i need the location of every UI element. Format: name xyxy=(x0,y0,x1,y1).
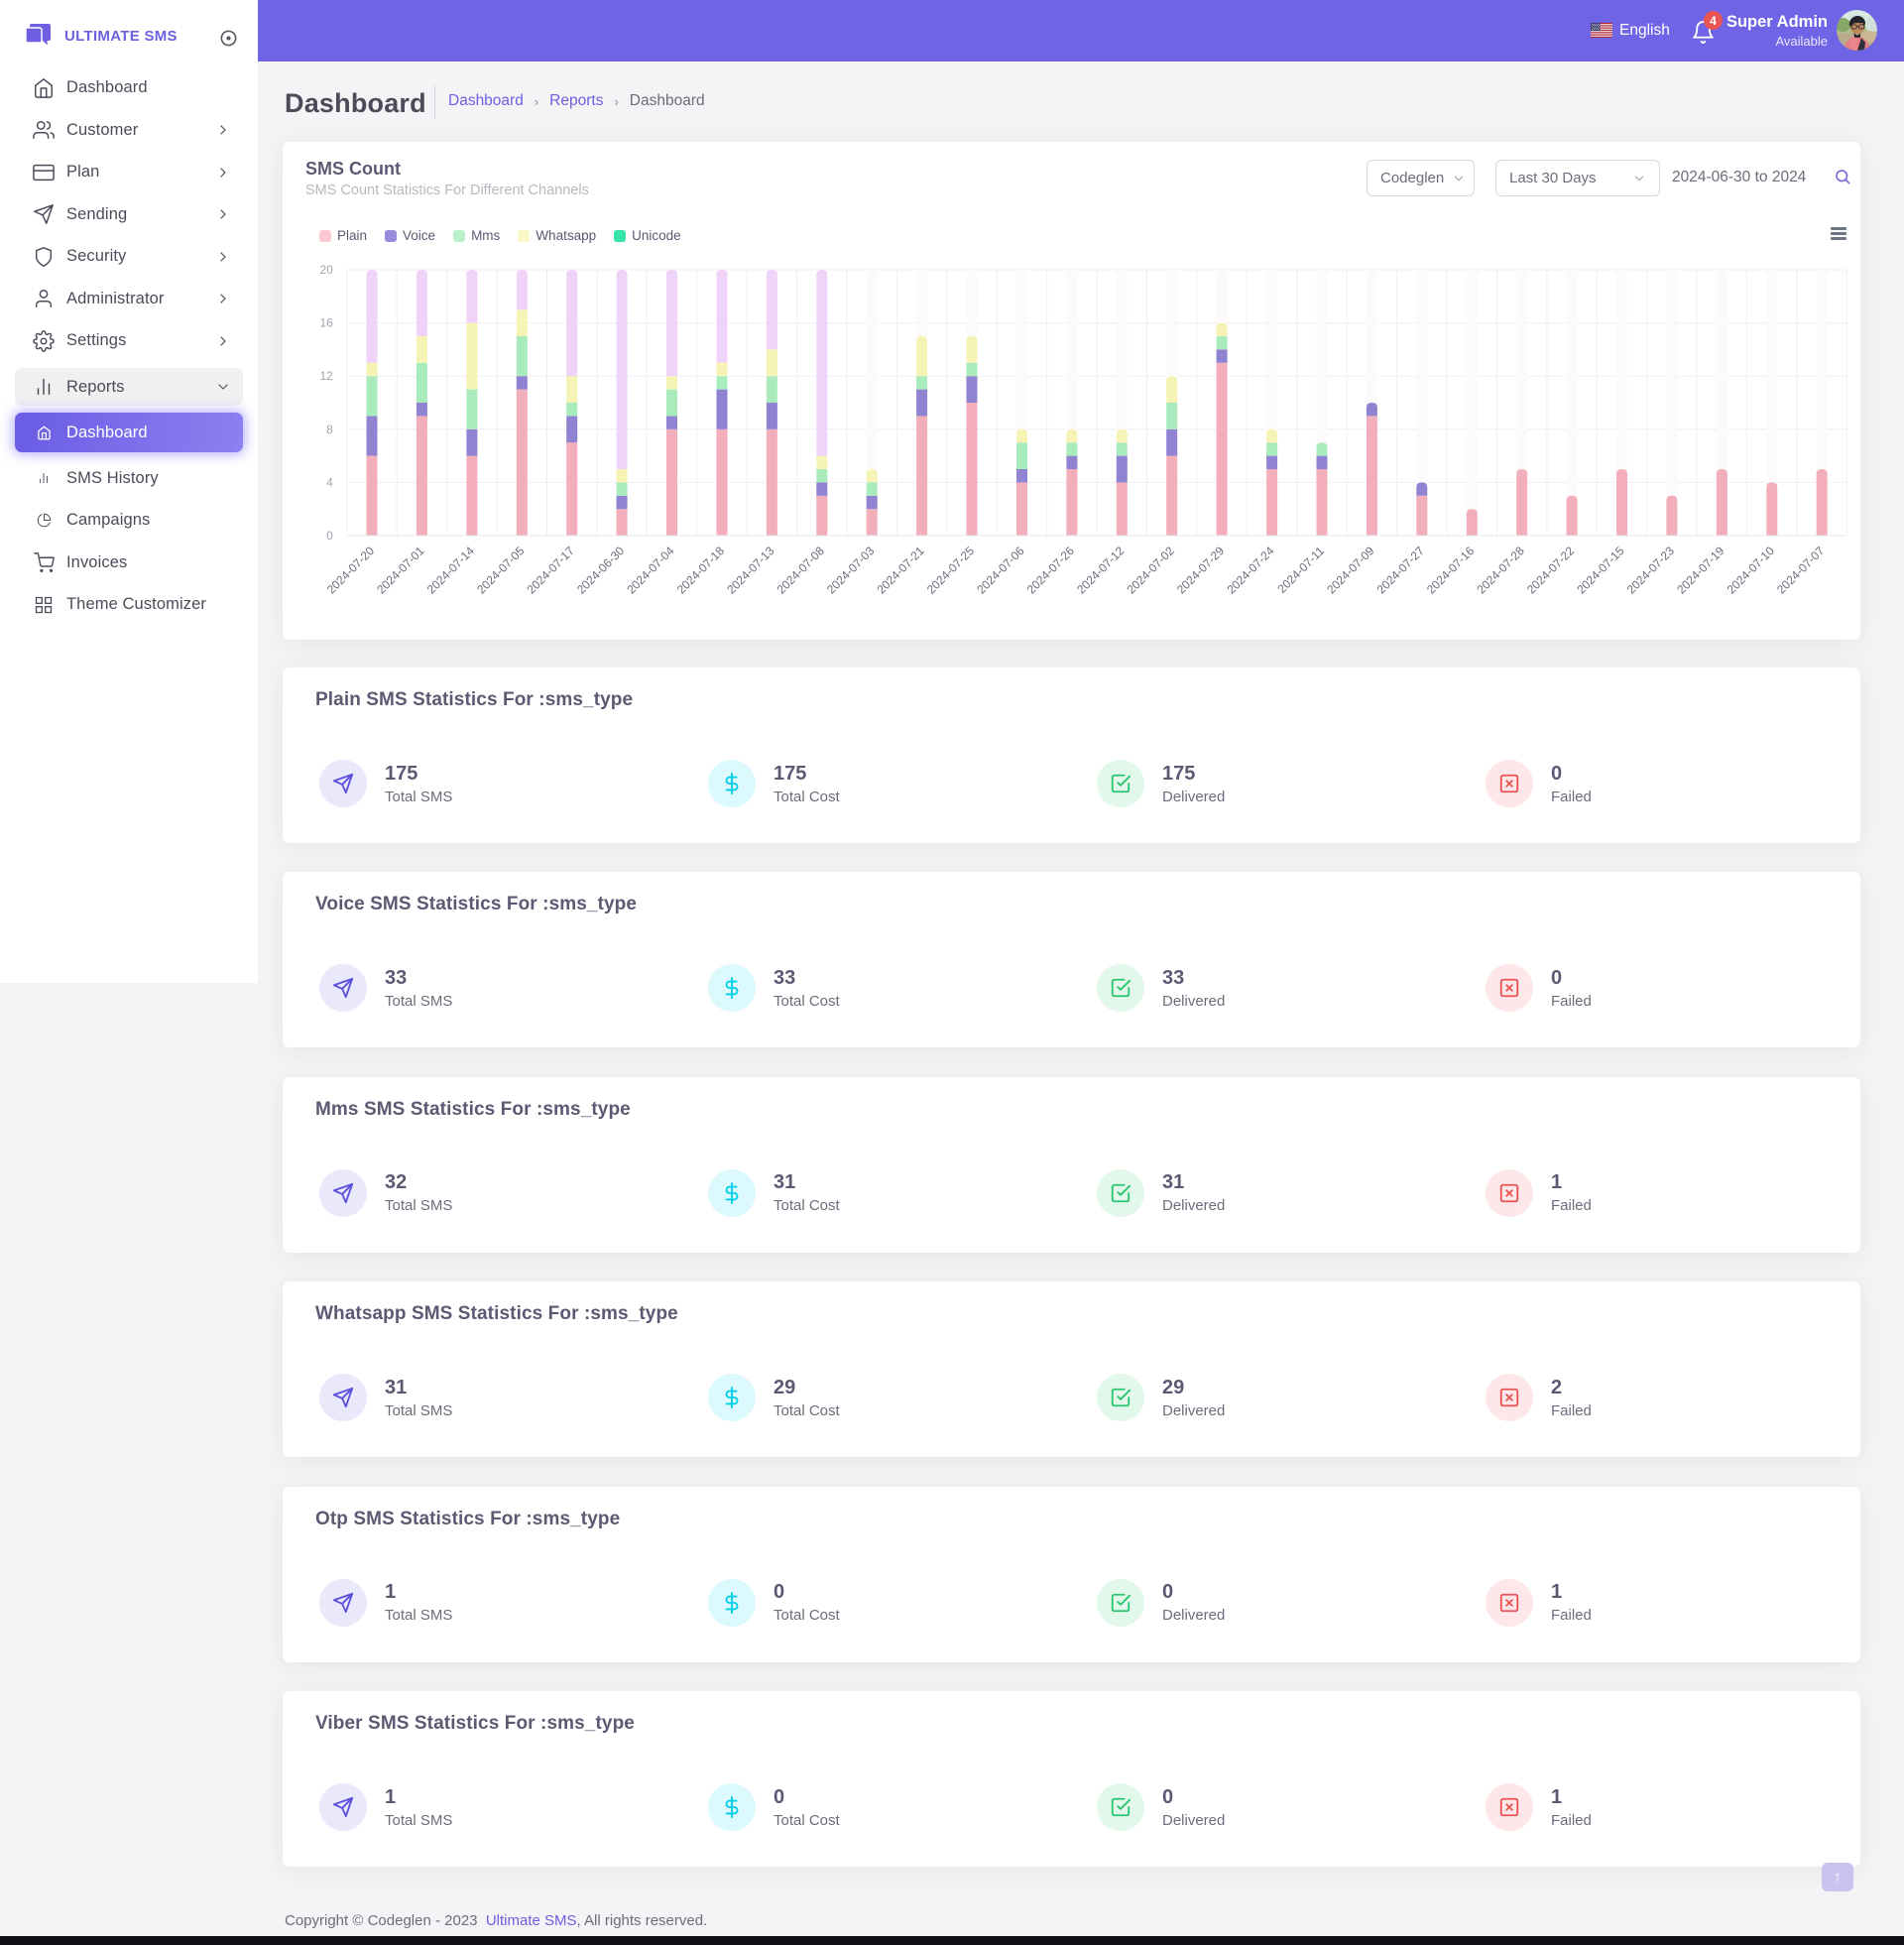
svg-text:2024-07-11: 2024-07-11 xyxy=(1274,544,1327,596)
svg-text:2024-07-20: 2024-07-20 xyxy=(324,544,378,597)
svg-text:2024-07-17: 2024-07-17 xyxy=(525,544,578,597)
svg-text:20: 20 xyxy=(319,263,333,277)
svg-text:2024-07-01: 2024-07-01 xyxy=(374,544,427,597)
svg-text:2024-07-06: 2024-07-06 xyxy=(974,544,1027,597)
svg-text:2024-07-19: 2024-07-19 xyxy=(1674,544,1727,597)
svg-text:2024-07-02: 2024-07-02 xyxy=(1125,544,1178,597)
svg-text:2024-07-08: 2024-07-08 xyxy=(774,544,828,597)
svg-text:2024-07-09: 2024-07-09 xyxy=(1324,544,1377,597)
svg-text:2024-07-22: 2024-07-22 xyxy=(1524,544,1578,597)
svg-text:12: 12 xyxy=(319,369,333,383)
svg-text:2024-06-30: 2024-06-30 xyxy=(574,544,628,597)
svg-text:2024-07-13: 2024-07-13 xyxy=(724,544,777,597)
svg-text:2024-07-16: 2024-07-16 xyxy=(1424,544,1478,597)
svg-text:2024-07-14: 2024-07-14 xyxy=(424,544,478,597)
svg-text:4: 4 xyxy=(326,475,333,489)
svg-text:2024-07-25: 2024-07-25 xyxy=(924,544,978,597)
svg-text:2024-07-07: 2024-07-07 xyxy=(1774,544,1828,597)
svg-text:8: 8 xyxy=(326,423,333,436)
svg-text:2024-07-10: 2024-07-10 xyxy=(1725,544,1778,597)
svg-text:0: 0 xyxy=(326,529,333,543)
svg-text:2024-07-03: 2024-07-03 xyxy=(824,544,878,597)
svg-text:2024-07-05: 2024-07-05 xyxy=(474,544,528,597)
svg-text:2024-07-23: 2024-07-23 xyxy=(1624,544,1678,597)
svg-text:2024-07-12: 2024-07-12 xyxy=(1074,544,1128,597)
svg-text:2024-07-21: 2024-07-21 xyxy=(874,544,927,597)
svg-text:2024-07-24: 2024-07-24 xyxy=(1224,544,1277,597)
svg-text:2024-07-15: 2024-07-15 xyxy=(1574,544,1627,597)
svg-text:2024-07-26: 2024-07-26 xyxy=(1024,544,1078,597)
svg-text:2024-07-04: 2024-07-04 xyxy=(624,544,677,597)
svg-text:2024-07-18: 2024-07-18 xyxy=(674,544,728,597)
svg-text:2024-07-29: 2024-07-29 xyxy=(1174,544,1228,597)
svg-text:2024-07-27: 2024-07-27 xyxy=(1374,544,1428,597)
svg-text:2024-07-28: 2024-07-28 xyxy=(1475,544,1528,597)
svg-text:16: 16 xyxy=(319,316,333,330)
